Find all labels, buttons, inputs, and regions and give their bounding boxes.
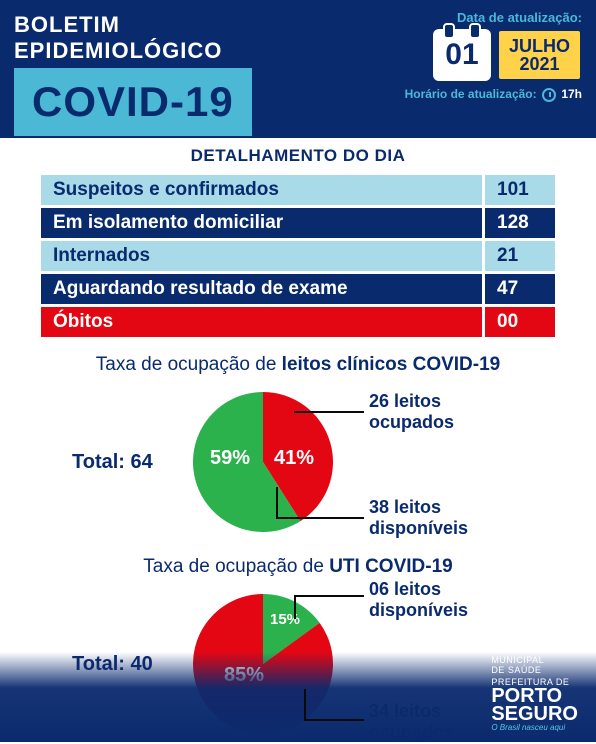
chart1-heading-prefix: Taxa de ocupação de: [96, 354, 282, 375]
chart1-heading-bold: leitos clínicos COVID-19: [282, 354, 501, 375]
row-label: Em isolamento domiciliar: [41, 208, 482, 238]
calendar-day: 01: [445, 38, 478, 72]
time-label-text: Horário de atualização:: [405, 87, 537, 101]
leader-line: [294, 595, 364, 597]
time-value: 17h: [561, 87, 582, 101]
footer-brand2: SEGURO: [491, 705, 578, 723]
footer-tag: O Brasil nasceu aqui: [491, 723, 578, 732]
update-date-label: Data de atualização:: [352, 10, 582, 25]
leader-line: [276, 487, 278, 519]
chart1-heading: Taxa de ocupação de leitos clínicos COVI…: [0, 354, 596, 376]
footer: SECRETARIA MUNICIPAL DE SAÚDE PREFEITURA…: [0, 652, 596, 742]
table-row: Em isolamento domiciliar128: [41, 208, 555, 238]
row-label: Suspeitos e confirmados: [41, 175, 482, 205]
chart1-side-bottom: 38 leitos disponíveis: [369, 497, 468, 538]
header: BOLETIM EPIDEMIOLÓGICO COVID-19 Data de …: [0, 0, 596, 138]
footer-line2: MUNICIPAL: [491, 655, 578, 665]
bulletin-title: BOLETIM EPIDEMIOLÓGICO: [14, 12, 334, 64]
row-label: Aguardando resultado de exame: [41, 274, 482, 304]
calendar-icon: 01: [433, 29, 491, 81]
chart1-slice-label-0: 59%: [210, 447, 250, 470]
leader-line: [304, 689, 306, 721]
leader-line: [276, 517, 364, 519]
update-time-label: Horário de atualização: 17h: [352, 87, 582, 102]
row-value: 128: [485, 208, 555, 238]
row-value: 21: [485, 241, 555, 271]
row-value: 00: [485, 307, 555, 337]
chart2-heading-prefix: Taxa de ocupação de: [143, 556, 329, 577]
covid-banner: COVID-19: [14, 68, 252, 136]
row-label: Óbitos: [41, 307, 482, 337]
header-right: Data de atualização: 01 JULHO 2021 Horár…: [352, 10, 582, 102]
month-box: JULHO 2021: [497, 29, 582, 81]
clock-icon: [542, 88, 556, 102]
leader-line: [294, 595, 296, 619]
detail-title: DETALHAMENTO DO DIA: [0, 146, 596, 166]
footer-logo: SECRETARIA MUNICIPAL DE SAÚDE PREFEITURA…: [491, 645, 578, 732]
header-left: BOLETIM EPIDEMIOLÓGICO COVID-19: [14, 12, 334, 136]
month-year: 2021: [519, 55, 559, 73]
row-value: 101: [485, 175, 555, 205]
chart1-side-top: 26 leitos ocupados: [369, 391, 454, 432]
table-row: Óbitos00: [41, 307, 555, 337]
chart2-side-top: 06 leitos disponíveis: [369, 579, 468, 620]
chart1-block: Total: 64 59% 41% 26 leitos ocupados 38 …: [0, 382, 596, 542]
chart1-side-labels: 26 leitos ocupados 38 leitos disponíveis: [344, 387, 524, 537]
table-row: Internados21: [41, 241, 555, 271]
chart1-total: Total: 64: [72, 451, 182, 474]
footer-line3: DE SAÚDE: [491, 665, 578, 675]
row-label: Internados: [41, 241, 482, 271]
date-row: 01 JULHO 2021: [352, 29, 582, 81]
chart2-heading: Taxa de ocupação de UTI COVID-19: [0, 556, 596, 578]
footer-line1: SECRETARIA: [491, 645, 578, 655]
detail-table: Suspeitos e confirmados101Em isolamento …: [38, 172, 558, 340]
leader-line: [294, 411, 364, 413]
leader-line: [304, 719, 364, 721]
row-value: 47: [485, 274, 555, 304]
chart1-slice-label-1: 41%: [274, 447, 314, 470]
table-row: Suspeitos e confirmados101: [41, 175, 555, 205]
chart1-pie: 59% 41%: [188, 387, 338, 537]
month-name: JULHO: [509, 37, 570, 55]
table-row: Aguardando resultado de exame47: [41, 274, 555, 304]
chart2-heading-bold: UTI COVID-19: [329, 556, 453, 577]
